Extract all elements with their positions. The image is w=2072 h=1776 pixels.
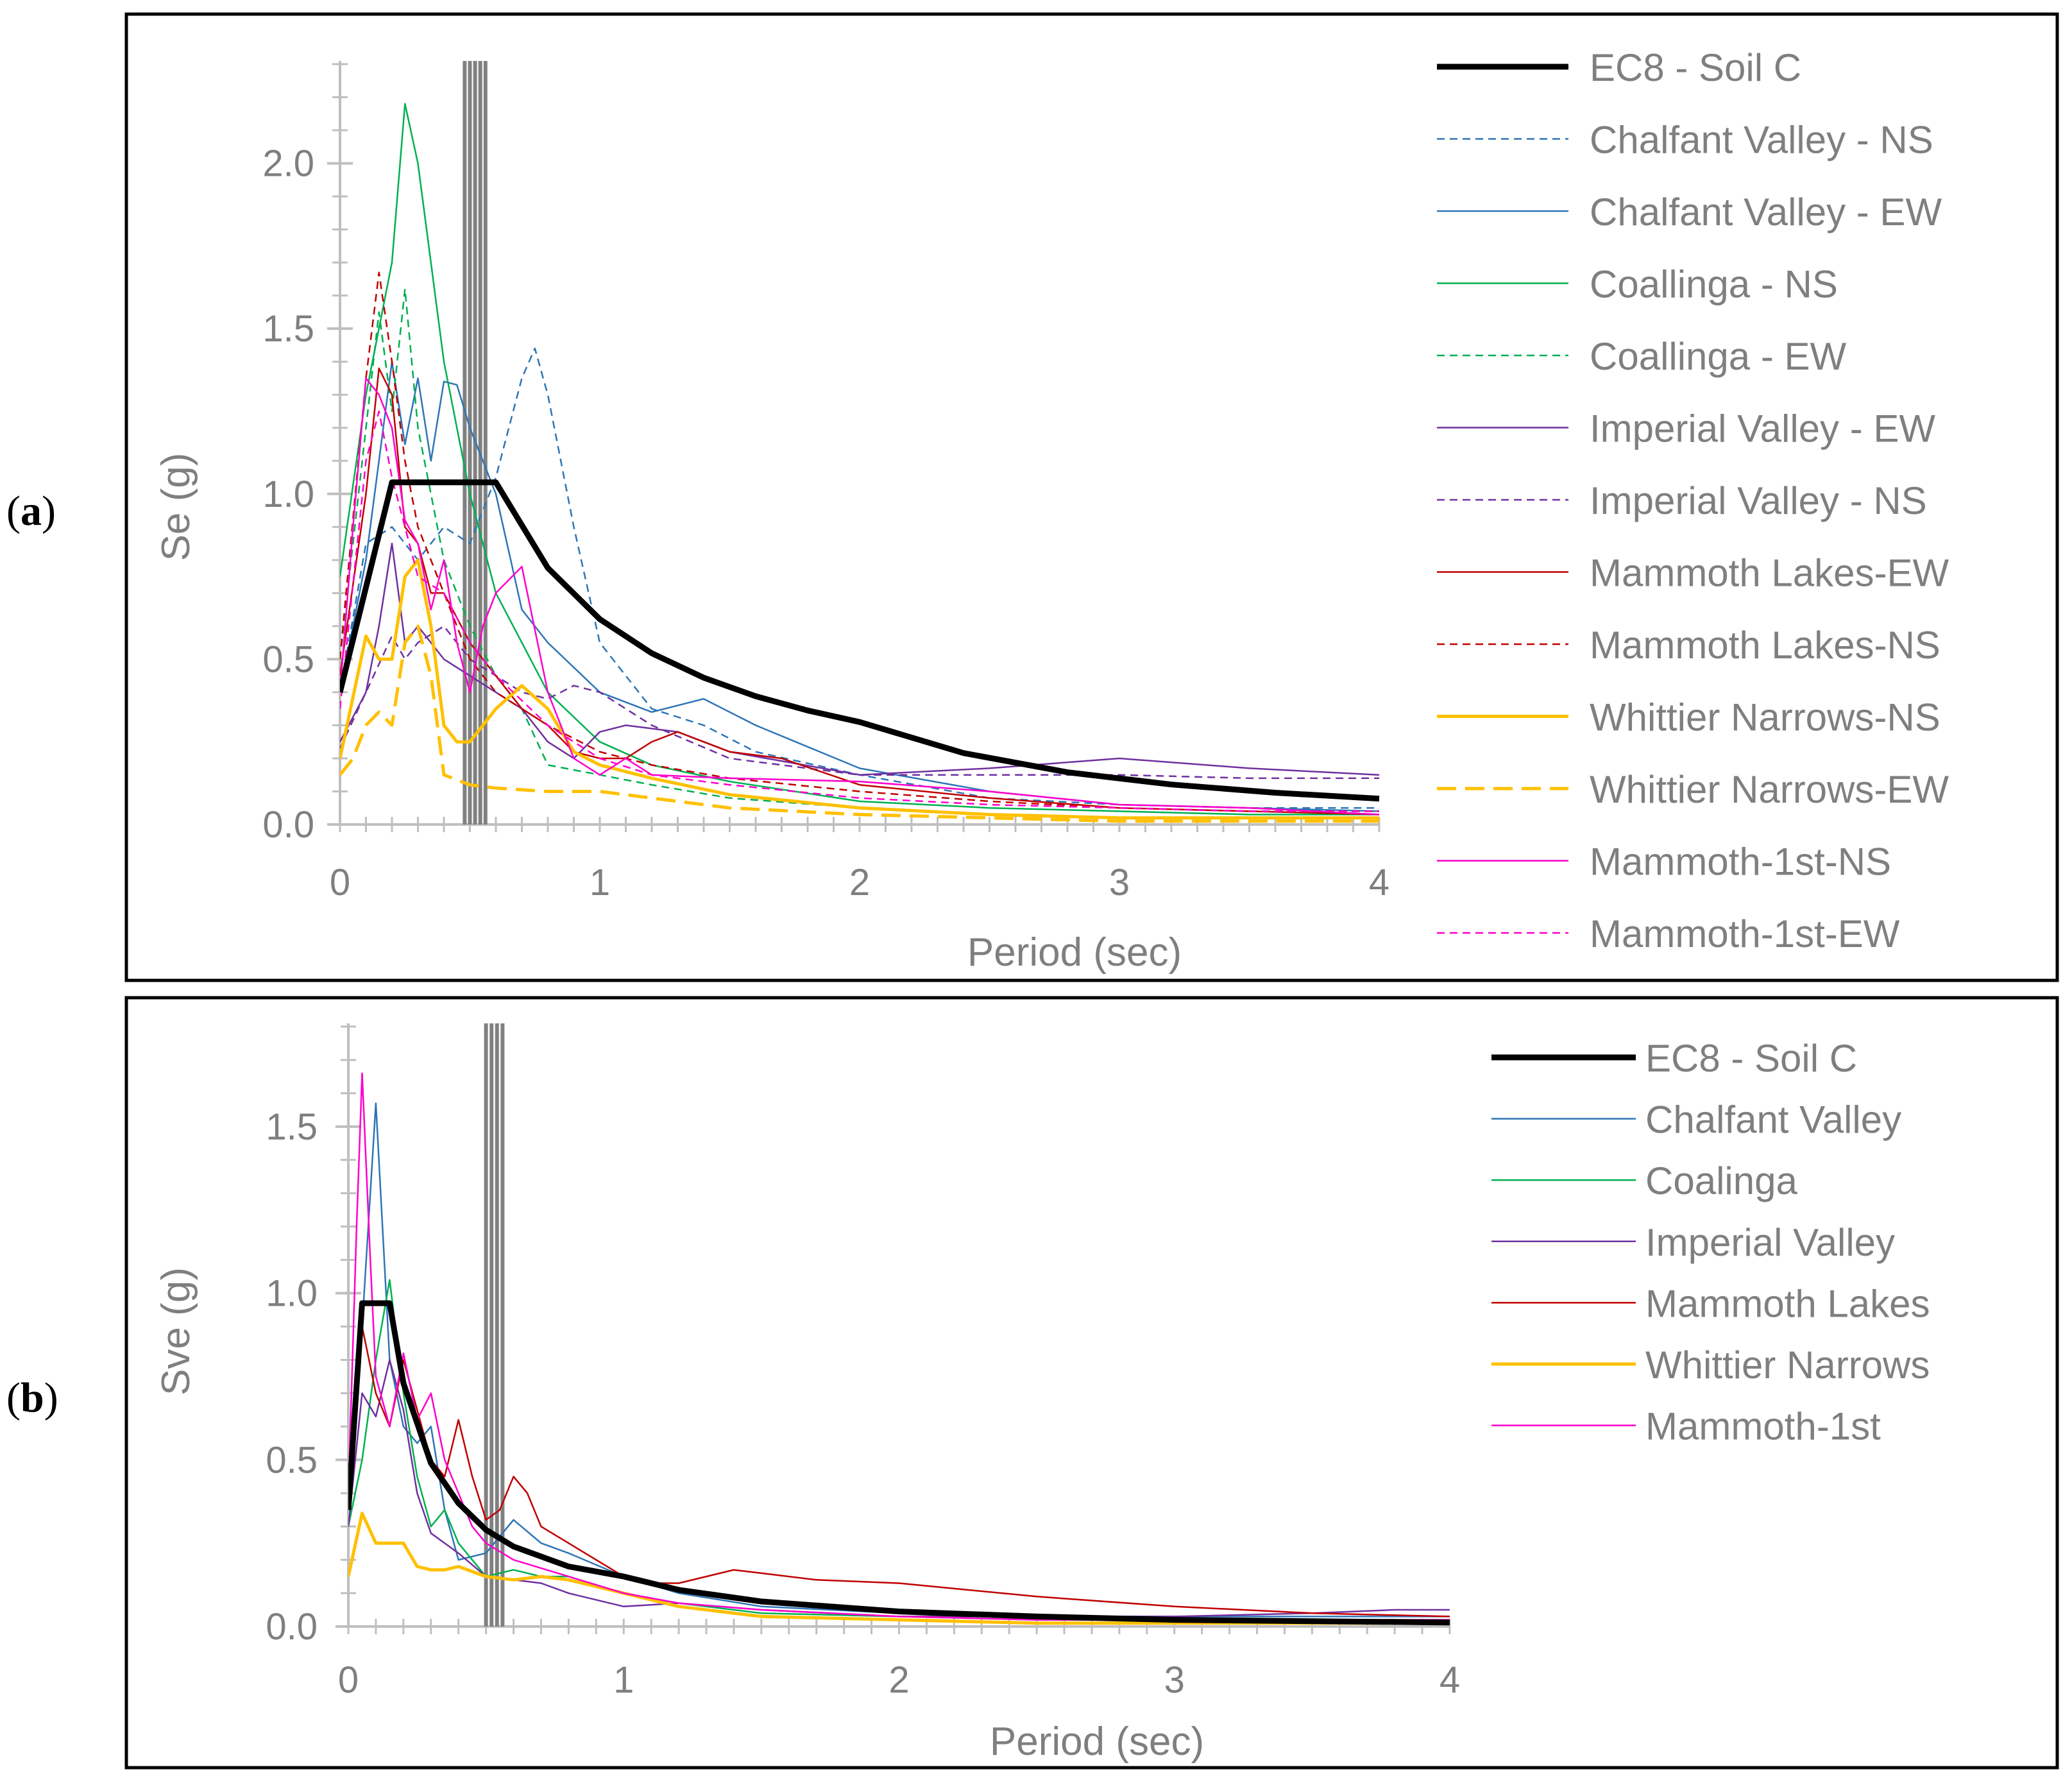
x-axis-title-b: Period (sec) [990, 1720, 1204, 1764]
series-line-imperial-valley-ew [340, 542, 1380, 776]
x-tick-label: 3 [1164, 1659, 1185, 1701]
legend-label: Whittier Narrows [1645, 1344, 1930, 1387]
x-tick-label: 4 [1439, 1659, 1460, 1701]
panel-label-b: (b) [6, 1374, 58, 1421]
legend-label: Imperial Valley - NS [1590, 479, 1927, 522]
series-line-coallinga-ns [340, 103, 1379, 815]
series-line-coallinga-ew [340, 288, 1379, 819]
x-axis-ticks-a: 0 1 2 3 4 [330, 862, 1389, 903]
y-tick-label: 1.5 [266, 1106, 318, 1148]
chart-panel-a: 0.0 0.5 1.0 1.5 2.0 0 1 2 3 4 Se (g) Period (sec… [154, 46, 1949, 975]
y-tick-label: 0.5 [262, 638, 314, 680]
series-line-mammoth-lakes-ns [340, 271, 1379, 812]
y-axis-ticks-a: 0.0 0.5 1.0 1.5 2.0 [262, 143, 314, 846]
legend-label: Whittier Narrows-EW [1590, 768, 1949, 811]
x-tick-label: 4 [1369, 862, 1389, 903]
legend-label: Coallinga - NS [1590, 263, 1838, 306]
y-tick-label: 1.0 [262, 474, 314, 515]
legend-label: Chalfant Valley - NS [1590, 119, 1933, 162]
panel-label-a: (a) [6, 488, 56, 534]
series-line-imperial-valley [348, 1359, 1450, 1618]
legend-label: Mammoth Lakes [1645, 1282, 1930, 1325]
x-tick-label: 1 [613, 1659, 634, 1701]
legend-label: Chalfant Valley - EW [1590, 191, 1942, 234]
y-tick-label: 1.0 [266, 1273, 318, 1315]
x-tick-label: 2 [888, 1659, 909, 1701]
series-group-b [348, 1072, 1450, 1626]
series-line-mammoth-lakes [348, 1326, 1450, 1618]
x-axis-ticks-b: 0 1 2 3 4 [338, 1659, 1460, 1701]
panel-a-frame [124, 12, 2059, 982]
legend-b: EC8 - Soil C Chalfant Valley Coalinga Imper… [1491, 1037, 1930, 1448]
x-tick-label: 2 [849, 862, 870, 903]
legend-label: Imperial Valley [1645, 1221, 1895, 1264]
legend-label: Mammoth-1st [1645, 1405, 1881, 1448]
legend-label: EC8 - Soil C [1645, 1037, 1857, 1080]
series-line-chalfant-valley [348, 1102, 1450, 1618]
legend-label: Mammoth-1st-EW [1590, 912, 1900, 955]
x-tick-label: 0 [330, 862, 350, 903]
legend-label: Chalfant Valley [1645, 1098, 1901, 1141]
series-line-whittier-narrows [348, 1511, 1450, 1625]
y-tick-label: 0.0 [266, 1606, 318, 1648]
series-line-mammoth-1st-ew [340, 410, 1379, 812]
x-tick-label: 0 [338, 1659, 359, 1701]
y-axis-title-b: Sve (g) [154, 1267, 198, 1396]
legend-label: Coalinga [1645, 1159, 1797, 1202]
legend-a: EC8 - Soil C Chalfant Valley - NS Chalfant… [1437, 46, 1949, 955]
legend-label: Coallinga - EW [1590, 335, 1847, 378]
legend-label: Imperial Valley - EW [1590, 407, 1935, 450]
series-group-a [340, 103, 1380, 823]
y-tick-label: 1.5 [262, 308, 314, 350]
series-line-ec8-soil-c [348, 1300, 1450, 1626]
series-line-whittier-narrows-ns [340, 558, 1379, 820]
series-line-chalfant-valley-ew [340, 361, 1380, 812]
panel-b-frame [124, 996, 2059, 1770]
series-line-mammoth-1st [348, 1072, 1450, 1621]
series-line-mammoth-1st-ns [340, 377, 1380, 815]
y-tick-label: 0.0 [262, 804, 314, 846]
legend-label: Mammoth Lakes-NS [1590, 624, 1940, 667]
legend-label: Whittier Narrows-NS [1590, 696, 1940, 739]
axes-a [327, 61, 1380, 832]
legend-label: Mammoth-1st-NS [1590, 841, 1891, 884]
y-tick-label: 0.5 [266, 1439, 318, 1481]
series-line-imperial-valley-ns [340, 625, 1379, 780]
y-axis-title-a: Se (g) [154, 453, 198, 561]
y-tick-label: 2.0 [262, 143, 314, 185]
series-line-ec8-soil-c [340, 479, 1380, 802]
period-markers-a [463, 61, 488, 824]
x-tick-label: 1 [590, 862, 610, 903]
x-axis-title-a: Period (sec) [967, 930, 1182, 975]
y-axis-ticks-b: 0.0 0.5 1.0 1.5 [266, 1106, 318, 1648]
legend-label: EC8 - Soil C [1590, 46, 1801, 89]
series-line-coalinga [348, 1279, 1450, 1621]
x-tick-label: 3 [1109, 862, 1130, 903]
series-line-whittier-narrows-ew [340, 624, 1379, 823]
series-line-chalfant-valley-ns [340, 347, 1379, 809]
legend-label: Mammoth Lakes-EW [1590, 552, 1949, 595]
